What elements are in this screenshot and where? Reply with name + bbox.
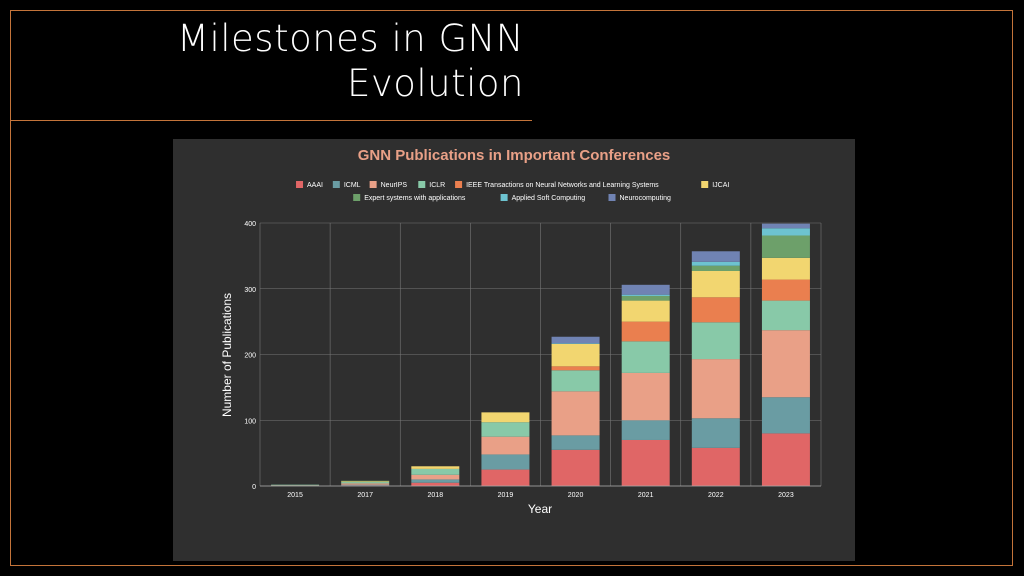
- bar-segment-ieee-transactions-on-neural-networks-and-learning-systems-2023: [761, 279, 810, 301]
- bar-segment-icml-2022: [691, 418, 740, 448]
- bar-segment-applied-soft-computing-2022: [691, 261, 740, 266]
- slide-title: Milestones in GNN Evolution: [160, 16, 524, 106]
- legend-swatch-neurips: [369, 181, 377, 188]
- bar-segment-neurocomputing-2022: [691, 251, 740, 262]
- x-tick-label: 2020: [568, 492, 584, 499]
- bar-segment-aaai-2019: [481, 469, 530, 486]
- legend-label-iclr: ICLR: [429, 182, 445, 189]
- bar-segment-icml-2020: [551, 435, 600, 450]
- bar-segment-icml-2021: [621, 420, 670, 440]
- bar-segment-neurips-2018: [411, 474, 460, 480]
- bar-segment-icml-2017: [341, 484, 390, 486]
- bar-segment-iclr-2023: [761, 300, 810, 331]
- stacked-bar-chart: GNN Publications in Important Conference…: [220, 147, 822, 516]
- bar-segment-neurocomputing-2021: [621, 284, 670, 295]
- bar-segment-expert-systems-with-applications-2021: [621, 295, 670, 301]
- y-tick-label: 0: [252, 484, 256, 491]
- legend-swatch-ijcai: [701, 181, 709, 188]
- title-underline: [10, 120, 532, 121]
- y-tick-label: 200: [244, 353, 256, 360]
- y-tick-label: 400: [244, 221, 256, 228]
- y-tick-label: 300: [244, 287, 256, 294]
- bar-segment-ijcai-2019: [481, 412, 530, 423]
- legend-swatch-expert-systems-with-applications: [353, 194, 361, 201]
- bar-segment-neurips-2020: [551, 391, 600, 436]
- legend-label-expert-systems-with-applications: Expert systems with applications: [364, 195, 466, 202]
- slide-title-line-1: Milestones in GNN: [177, 17, 524, 60]
- bar-segment-neurips-2017: [341, 483, 390, 485]
- bar-segment-ieee-transactions-on-neural-networks-and-learning-systems-2022: [691, 297, 740, 323]
- bar-segment-ijcai-2022: [691, 270, 740, 298]
- x-tick-label: 2017: [357, 492, 373, 499]
- bar-segment-iclr-2021: [621, 341, 670, 373]
- bar-segment-ijcai-2018: [411, 466, 460, 469]
- bar-segment-applied-soft-computing-2021: [621, 294, 670, 296]
- legend-swatch-neurocomputing: [608, 194, 616, 201]
- x-axis-label: Year: [528, 502, 552, 516]
- bar-segment-icml-2018: [411, 479, 460, 483]
- bar-segment-aaai-2020: [551, 449, 600, 486]
- bar-segment-aaai-2021: [621, 439, 670, 486]
- bar-segment-expert-systems-with-applications-2022: [691, 265, 740, 271]
- bar-segment-ijcai-2017: [341, 481, 390, 483]
- bar-segment-iclr-2020: [551, 370, 600, 392]
- bar-segment-iclr-2017: [341, 482, 390, 484]
- bar-segment-iclr-2022: [691, 322, 740, 360]
- x-tick-label: 2019: [498, 492, 514, 499]
- bar-segment-applied-soft-computing-2023: [761, 228, 810, 236]
- bar-segment-neurips-2022: [691, 359, 740, 419]
- legend-swatch-aaai: [296, 181, 304, 188]
- x-tick-label: 2021: [638, 492, 654, 499]
- x-tick-label: 2022: [708, 492, 724, 499]
- bar-segment-iclr-2015: [271, 484, 320, 486]
- legend-swatch-applied-soft-computing: [500, 194, 508, 201]
- bar-segment-ijcai-2021: [621, 300, 670, 322]
- bar-segment-icml-2019: [481, 454, 530, 470]
- bar-segment-expert-systems-with-applications-2017: [341, 480, 390, 482]
- bar-segment-icml-2023: [761, 397, 810, 434]
- legend-label-ieee-transactions-on-neural-networks-and-learning-systems: IEEE Transactions on Neural Networks and…: [466, 182, 659, 189]
- legend-label-applied-soft-computing: Applied Soft Computing: [512, 195, 586, 202]
- legend-label-neurocomputing: Neurocomputing: [620, 195, 671, 202]
- y-tick-label: 100: [244, 418, 256, 425]
- bar-segment-aaai-2023: [761, 433, 810, 486]
- x-tick-label: 2015: [287, 492, 303, 499]
- bar-segment-iclr-2019: [481, 422, 530, 437]
- bar-segment-iclr-2018: [411, 468, 460, 475]
- legend-label-ijcai: IJCAI: [712, 182, 729, 189]
- chart-bars: [271, 223, 810, 486]
- slide-frame: [10, 10, 1013, 566]
- legend-label-icml: ICML: [344, 182, 361, 189]
- bar-segment-ijcai-2020: [551, 343, 600, 367]
- bar-segment-ieee-transactions-on-neural-networks-and-learning-systems-2021: [621, 321, 670, 342]
- slide-title-line-2: Evolution: [346, 62, 524, 105]
- x-tick-label: 2023: [778, 492, 794, 499]
- bar-segment-neurocomputing-2023: [761, 223, 810, 229]
- bar-segment-aaai-2022: [691, 447, 740, 486]
- legend-label-neurips: NeurIPS: [381, 182, 408, 189]
- bar-segment-aaai-2018: [411, 482, 460, 486]
- y-axis-label: Number of Publications: [220, 293, 234, 417]
- bar-segment-expert-systems-with-applications-2023: [761, 235, 810, 258]
- legend-swatch-iclr: [418, 181, 426, 188]
- x-tick-label: 2018: [428, 492, 444, 499]
- legend-label-aaai: AAAI: [307, 182, 323, 189]
- chart-legend: AAAI ICML NeurIPS ICLR IEEE Transactions on …: [296, 181, 729, 202]
- bar-segment-neurips-2021: [621, 372, 670, 421]
- bar-segment-neurips-2023: [761, 330, 810, 398]
- chart-panel: GNN Publications in Important Conference…: [173, 139, 855, 561]
- bar-segment-applied-soft-computing-2020: [551, 343, 600, 344]
- chart-axes: 0 100 200 300 400 2015 2017 2018 2019 2020 2021 202…: [244, 221, 821, 499]
- bar-segment-ieee-transactions-on-neural-networks-and-learning-systems-2020: [551, 366, 600, 371]
- bar-segment-neurips-2019: [481, 436, 530, 455]
- legend-swatch-ieee-transactions-on-neural-networks-and-learning-systems: [455, 181, 463, 188]
- legend-swatch-icml: [332, 181, 340, 188]
- bar-segment-ijcai-2023: [761, 257, 810, 280]
- chart-title: GNN Publications in Important Conference…: [358, 147, 671, 164]
- bar-segment-neurocomputing-2020: [551, 336, 600, 344]
